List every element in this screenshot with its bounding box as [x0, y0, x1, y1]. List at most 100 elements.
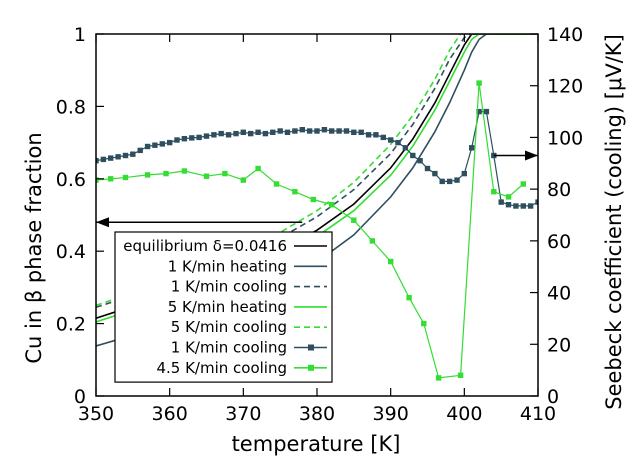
- data-point: [351, 217, 357, 223]
- legend-entry: 1 K/min cooling: [171, 339, 327, 357]
- annotation-arrow-left: [96, 217, 303, 228]
- y-left-tick-label: 0.6: [56, 169, 86, 191]
- axes-layer: 350 360 370 380 390 400 41000.20.40.60.8102040…: [56, 24, 583, 425]
- data-point: [454, 177, 460, 183]
- data-point: [122, 152, 129, 159]
- data-point: [115, 154, 121, 160]
- y-right-tick-label: 60: [547, 231, 571, 253]
- x-tick-label: 360: [152, 403, 188, 425]
- data-point: [122, 174, 129, 181]
- data-point: [181, 168, 188, 174]
- data-point: [292, 189, 298, 195]
- x-axis-title: temperature [K]: [232, 432, 401, 456]
- data-point: [388, 258, 394, 265]
- data-point: [439, 178, 445, 185]
- data-point: [336, 128, 342, 134]
- data-point: [513, 203, 519, 209]
- data-point: [211, 132, 217, 138]
- data-point: [262, 130, 269, 137]
- data-point: [96, 177, 99, 183]
- legend-label: 1 K/min heating: [168, 257, 287, 275]
- data-point: [159, 141, 165, 147]
- x-tick-label: 370: [225, 403, 261, 425]
- data-point: [365, 132, 372, 138]
- data-point: [406, 295, 412, 301]
- data-point: [196, 134, 202, 141]
- data-point: [292, 128, 298, 134]
- data-point: [284, 129, 291, 135]
- series-4-5-k-min-cooling-markers-6: [96, 80, 526, 381]
- data-point: [255, 165, 261, 172]
- y-axis-right-title: Seebeck coefficient (cooling) [μV/K]: [602, 34, 626, 410]
- data-point: [130, 151, 136, 157]
- legend-label: 4.5 K/min cooling: [156, 359, 287, 377]
- legend-entry: 5 K/min cooling: [171, 318, 327, 336]
- data-point: [144, 143, 151, 150]
- data-point: [314, 128, 320, 134]
- data-point: [240, 129, 246, 135]
- y-axis-left-title: Cu in β phase fraction: [22, 132, 46, 363]
- legend: equilibrium δ=0.0416 1 K/min heating 1 K/m…: [114, 231, 333, 383]
- data-point: [108, 176, 114, 182]
- data-point: [435, 375, 442, 381]
- legend-entry: 4.5 K/min cooling: [156, 359, 327, 377]
- data-point: [417, 158, 423, 164]
- data-point: [329, 202, 335, 208]
- data-point: [369, 238, 375, 244]
- legend-label: 5 K/min heating: [168, 298, 287, 316]
- data-point: [498, 199, 504, 205]
- y-right-tick-label: 100: [547, 127, 583, 149]
- data-point: [218, 130, 224, 137]
- data-point: [233, 130, 239, 137]
- data-point: [424, 165, 431, 172]
- data-point: [152, 142, 158, 148]
- data-point: [100, 156, 107, 163]
- legend-marker: [308, 364, 314, 371]
- data-point: [358, 129, 364, 135]
- data-point: [446, 178, 453, 185]
- legend-entry: 1 K/min cooling: [171, 278, 327, 296]
- data-point: [96, 158, 99, 164]
- data-point: [299, 127, 305, 133]
- data-point: [395, 139, 401, 146]
- data-point: [270, 129, 276, 135]
- x-tick-label: 350: [78, 403, 114, 425]
- x-tick-label: 380: [299, 403, 335, 425]
- data-point: [203, 133, 210, 139]
- data-point: [410, 152, 416, 159]
- legend-label: 1 K/min cooling: [171, 278, 287, 296]
- data-point: [203, 173, 210, 179]
- data-point: [255, 129, 261, 135]
- legend-label: equilibrium δ=0.0416: [123, 237, 287, 255]
- data-point: [483, 108, 490, 115]
- data-point: [189, 135, 195, 141]
- data-point: [137, 147, 143, 154]
- data-point: [222, 170, 228, 177]
- x-tick-label: 400: [446, 403, 482, 425]
- data-point: [306, 128, 313, 134]
- data-point: [421, 320, 427, 327]
- data-point: [225, 132, 232, 138]
- data-point: [535, 199, 538, 205]
- data-point: [108, 155, 114, 161]
- data-point: [505, 202, 512, 208]
- y-right-tick-label: 80: [547, 179, 571, 201]
- data-point: [402, 145, 409, 151]
- data-point: [520, 181, 526, 187]
- legend-entry: 1 K/min heating: [168, 257, 327, 275]
- data-point: [373, 132, 379, 138]
- y-right-tick-label: 20: [547, 334, 571, 356]
- y-left-tick-label: 1: [74, 24, 86, 46]
- data-point: [167, 139, 173, 146]
- data-point: [457, 372, 464, 378]
- x-tick-label: 410: [520, 403, 556, 425]
- data-point: [520, 203, 526, 209]
- y-right-tick-label: 0: [547, 386, 559, 408]
- legend-entry: equilibrium δ=0.0416: [123, 237, 327, 255]
- data-point: [248, 130, 254, 137]
- data-point: [181, 136, 188, 142]
- data-point: [527, 203, 534, 209]
- legend-label: 1 K/min cooling: [171, 339, 287, 357]
- y-right-tick-label: 120: [547, 76, 583, 98]
